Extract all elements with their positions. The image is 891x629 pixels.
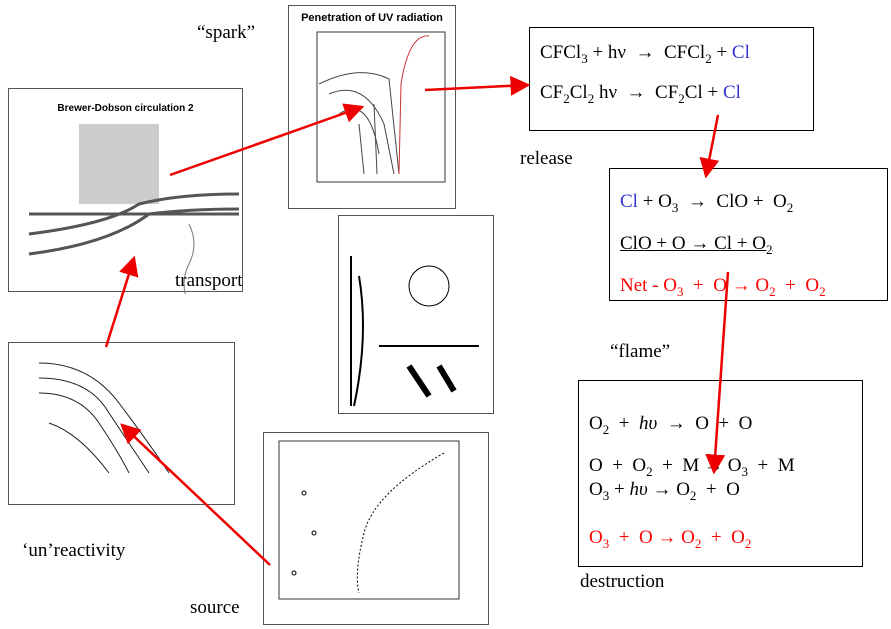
arrow bbox=[122, 425, 270, 565]
arrow bbox=[706, 115, 718, 176]
arrows bbox=[0, 0, 891, 623]
arrow bbox=[425, 85, 528, 90]
arrow bbox=[714, 272, 728, 472]
arrow bbox=[106, 258, 134, 347]
slide: Penetration of UV radiation Brewer-Dobso… bbox=[0, 0, 891, 623]
arrow bbox=[170, 107, 362, 175]
